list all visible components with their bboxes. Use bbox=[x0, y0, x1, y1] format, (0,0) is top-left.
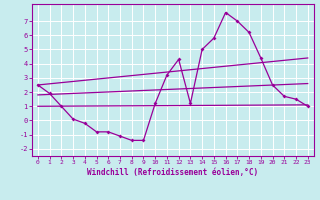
X-axis label: Windchill (Refroidissement éolien,°C): Windchill (Refroidissement éolien,°C) bbox=[87, 168, 258, 177]
